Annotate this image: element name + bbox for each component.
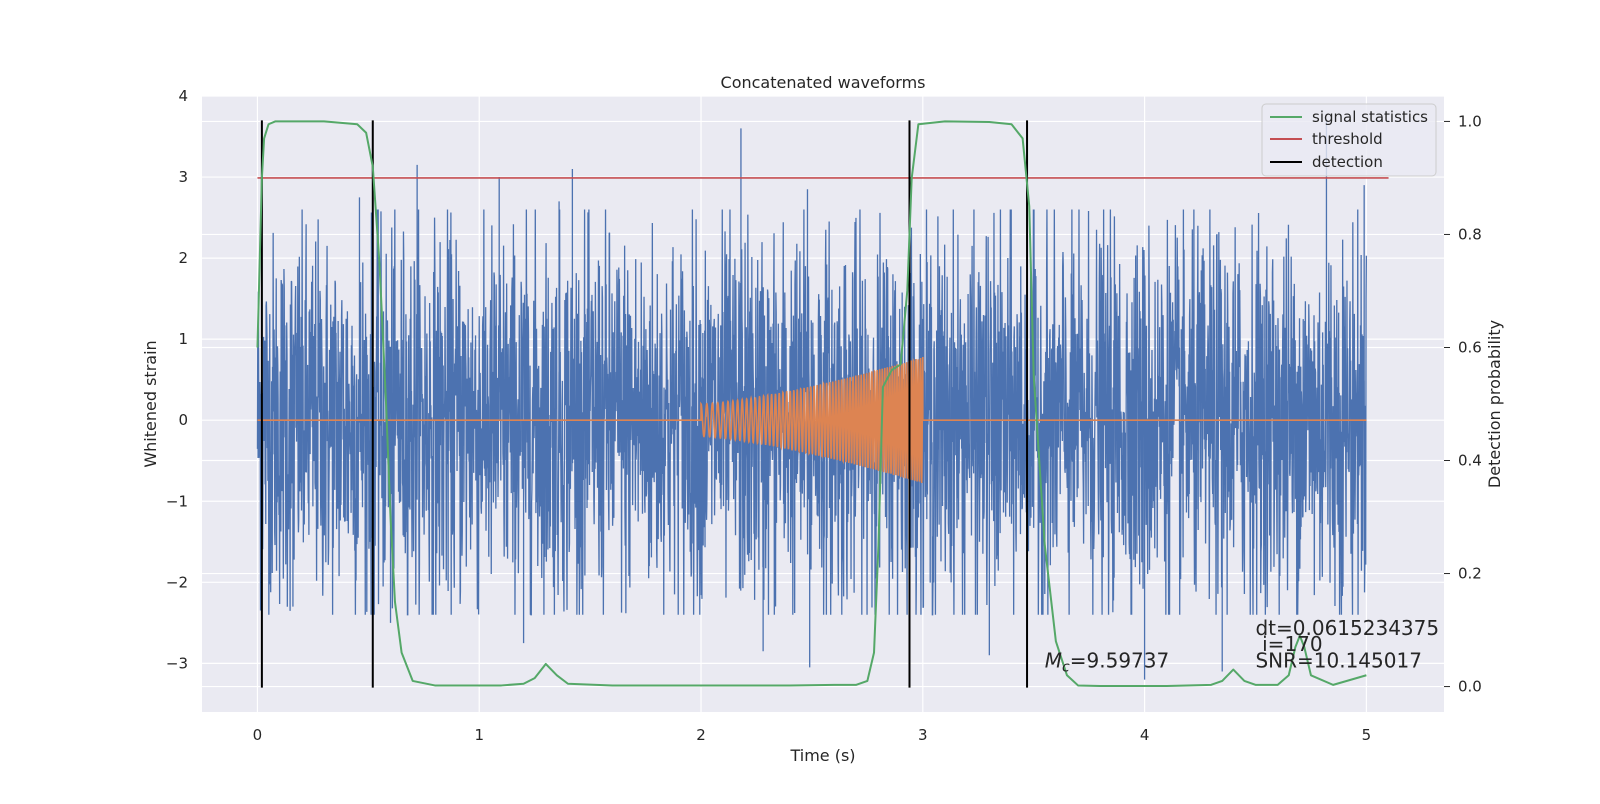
y-axis-label: Whitened strain [141,340,160,467]
y-tick-label-7: 4 [178,87,188,105]
y2-tick-label-5: 1.0 [1458,112,1482,130]
x-tick-label-3: 3 [918,726,928,744]
y2-axis-label: Detection probability [1485,320,1504,488]
y-tick-label-4: 1 [178,330,188,348]
annotation-1: dt=0.0615234375 [1255,616,1439,640]
tick-labels: 0 1 2 3 4 5 −3 −2 −1 0 1 2 3 4 0.0 0.2 0.4 0.6 0.8 1.0 [166,87,1482,744]
legend-label-threshold: threshold [1312,130,1383,148]
y2-tick-label-1: 0.2 [1458,565,1482,583]
legend-label-detection: detection [1312,153,1383,171]
chirp-waveform-series [257,356,1367,484]
y2-tick-label-4: 0.8 [1458,225,1482,243]
y-tick-label-6: 3 [178,168,188,186]
annotation-3: SNR=10.145017 [1255,648,1421,672]
y-tick-label-5: 2 [178,249,188,267]
annotation-0: Mc=9.59737 [1045,648,1169,675]
y-tick-label-0: −3 [166,654,188,672]
x-tick-label-2: 2 [696,726,706,744]
signal-statistics-series [256,120,1367,687]
x-tick-label-0: 0 [253,726,263,744]
y-tick-label-3: 0 [178,411,188,429]
y2-tick-label-0: 0.0 [1458,678,1482,696]
legend-label-signal-statistics: signal statistics [1312,108,1428,126]
legend-box [1261,103,1437,177]
annotations: Mc=9.59737 dt=0.0615234375i=170SNR=10.145… [1045,616,1439,675]
x-tick-label-1: 1 [474,726,484,744]
legend: signal statistics threshold detection [1261,103,1437,177]
x-axis-label: Time (s) [789,746,855,765]
chart-title: Concatenated waveforms [721,73,926,92]
x-tick-label-4: 4 [1140,726,1150,744]
data-layer [256,120,1389,688]
y2-tick-label-3: 0.6 [1458,338,1482,356]
x-tick-label-5: 5 [1362,726,1372,744]
annotation-2: i=170 [1262,632,1323,656]
y-tick-label-2: −1 [166,492,188,510]
y-tick-label-1: −2 [166,573,188,591]
y2-tick-label-2: 0.4 [1458,452,1482,470]
